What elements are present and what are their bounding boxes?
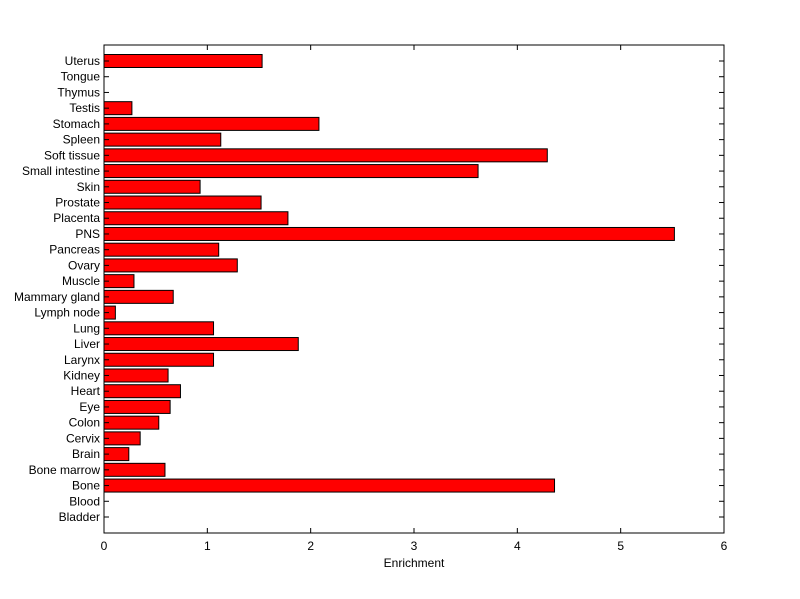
x-tick-label: 2 (307, 539, 314, 553)
bar-uterus (103, 54, 263, 68)
bar-mammary-gland (103, 289, 174, 304)
y-tick-label: PNS (75, 227, 100, 241)
y-tick-label: Prostate (55, 196, 100, 210)
y-tick-label: Larynx (64, 353, 100, 367)
y-tick-label: Blood (69, 494, 100, 508)
bar-soft-tissue (103, 148, 548, 163)
bar-eye (103, 399, 171, 414)
bar-pancreas (103, 242, 220, 257)
y-tick-label: Liver (74, 337, 100, 351)
bar-kidney (103, 368, 169, 383)
y-tick-label: Brain (72, 447, 100, 461)
y-tick-label: Ovary (68, 258, 100, 272)
x-tick-label: 6 (721, 539, 728, 553)
x-tick-label: 5 (617, 539, 624, 553)
bar-colon (103, 415, 160, 430)
y-tick-label: Mammary gland (14, 290, 100, 304)
bar-placenta (103, 211, 289, 226)
y-tick-label: Kidney (63, 368, 100, 382)
y-tick-label: Bone marrow (29, 463, 101, 477)
y-tick-label: Spleen (63, 133, 100, 147)
x-axis-label: Enrichment (384, 556, 445, 570)
bar-stomach (103, 116, 320, 131)
y-tick-label: Uterus (65, 54, 100, 68)
x-tick-label: 4 (514, 539, 521, 553)
bar-ovary (103, 258, 238, 273)
bar-skin (103, 179, 201, 194)
y-tick-label: Testis (69, 101, 100, 115)
y-tick-label: Pancreas (49, 243, 100, 257)
x-tick-label: 3 (411, 539, 418, 553)
y-tick-label: Placenta (53, 211, 100, 225)
y-tick-label: Heart (71, 384, 101, 398)
y-tick-label: Thymus (57, 85, 100, 99)
y-tick-label: Muscle (62, 274, 100, 288)
bar-bone-marrow (103, 462, 166, 477)
y-tick-label: Tongue (61, 70, 101, 84)
bar-spleen (103, 132, 222, 147)
y-tick-label: Eye (79, 400, 100, 414)
x-tick-label: 1 (204, 539, 211, 553)
y-tick-label: Colon (69, 416, 100, 430)
y-tick-label: Soft tissue (44, 148, 100, 162)
y-tick-label: Bladder (59, 510, 100, 524)
bar-lung (103, 321, 215, 336)
y-tick-label: Small intestine (22, 164, 100, 178)
bar-liver (103, 337, 299, 352)
bar-heart (103, 384, 181, 399)
y-tick-label: Stomach (53, 117, 100, 131)
y-tick-label: Lung (73, 321, 100, 335)
y-tick-label: Cervix (66, 431, 100, 445)
y-tick-label: Skin (77, 180, 100, 194)
bar-pns (103, 226, 675, 241)
x-tick-label: 0 (101, 539, 108, 553)
bar-bone (103, 478, 556, 493)
bar-small-intestine (103, 164, 479, 179)
y-tick-label: Bone (72, 479, 100, 493)
bar-cervix (103, 431, 141, 446)
y-tick-label: Lymph node (34, 306, 100, 320)
bar-larynx (103, 352, 215, 367)
plot-frame (103, 44, 725, 534)
bar-prostate (103, 195, 262, 210)
